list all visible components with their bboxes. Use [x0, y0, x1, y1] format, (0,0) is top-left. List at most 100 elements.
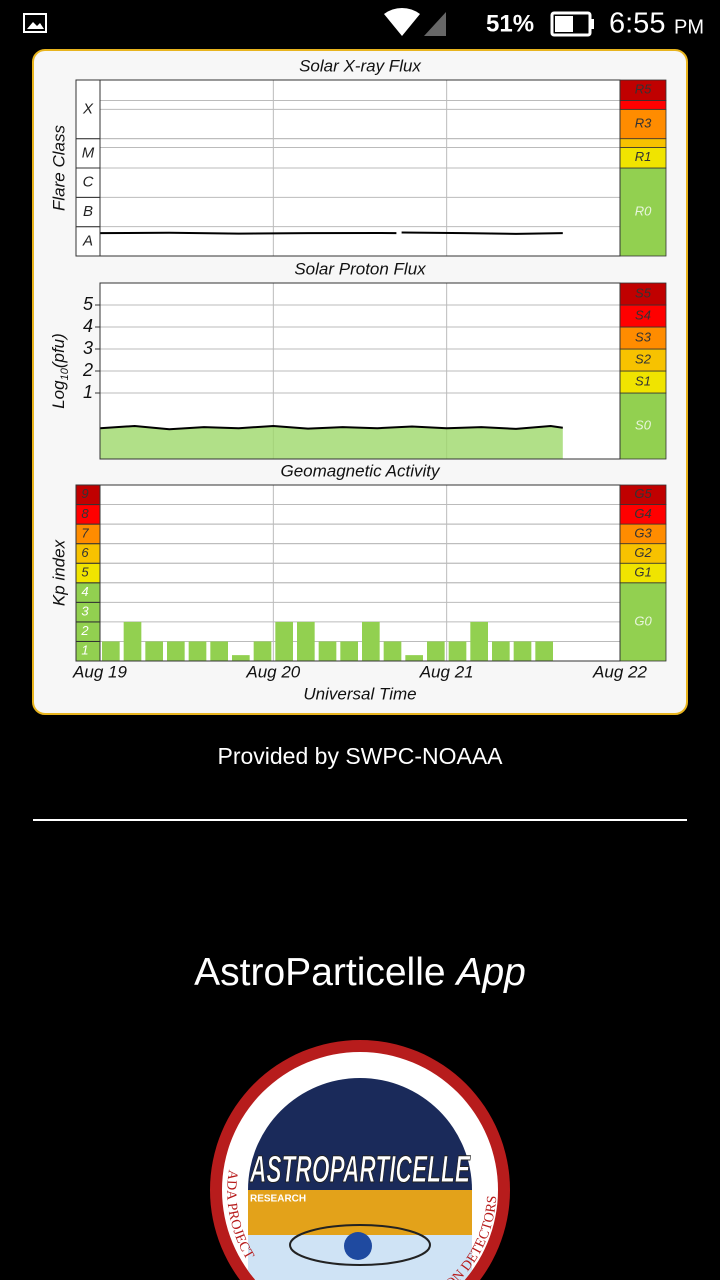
app-title-main: AstroParticelle — [194, 951, 445, 994]
scale-label: S0 — [635, 417, 652, 432]
x-axis-label: Universal Time — [303, 684, 416, 703]
level-label: 8 — [81, 506, 89, 521]
level-label: 9 — [81, 486, 88, 501]
scale-label: G4 — [634, 506, 651, 521]
scale-label: R0 — [635, 203, 652, 218]
bar — [427, 641, 445, 661]
level-band — [75, 138, 101, 169]
level-band — [75, 167, 101, 198]
line — [99, 231, 563, 235]
bar — [405, 655, 423, 661]
level-label: 3 — [81, 604, 89, 619]
scale-band — [619, 392, 667, 460]
level-label: 5 — [81, 564, 89, 579]
y-tick-label: 4 — [83, 316, 93, 336]
scale-label: G1 — [634, 564, 651, 579]
x-tick-label: Aug 19 — [72, 662, 127, 681]
bar — [383, 641, 402, 661]
battery-level — [555, 16, 573, 32]
app-title: AstroParticelle App — [194, 951, 526, 994]
scale-band — [619, 100, 667, 110]
wifi-icon — [384, 8, 420, 36]
bar — [448, 641, 467, 661]
scale-label: S3 — [635, 329, 652, 344]
scale-label: S2 — [635, 351, 652, 366]
bar — [253, 641, 272, 661]
scale-label: R1 — [635, 149, 652, 164]
bar — [275, 621, 293, 661]
bar — [188, 641, 207, 661]
y-axis-label-part: (pfu) — [49, 333, 68, 368]
chart-title: Solar Proton Flux — [294, 259, 426, 278]
scale-label: R5 — [635, 82, 652, 97]
y-axis-label: Log10(pfu) — [49, 333, 70, 409]
bar — [210, 641, 228, 661]
plot-area — [100, 485, 620, 661]
battery-tip — [590, 19, 594, 29]
level-label: 6 — [81, 545, 89, 560]
bar — [167, 641, 185, 661]
level-label: X — [82, 100, 94, 117]
scale-label: S1 — [635, 373, 651, 388]
level-label: 1 — [81, 643, 88, 658]
scale-label: S5 — [635, 285, 652, 300]
logo-subtitle: RESEARCH — [250, 1194, 306, 1205]
scale-band — [619, 582, 667, 662]
chart-title: Solar X-ray Flux — [299, 56, 421, 75]
bar — [362, 621, 380, 661]
bar — [145, 641, 163, 661]
app-title-em: App — [454, 951, 525, 994]
logo-title: ASTROPARTICELLE — [249, 1149, 471, 1191]
battery-percent: 51% — [486, 10, 534, 37]
logo: SCIENZE DEI RAGGI COSMICI ADA PROJECT MU… — [210, 1040, 510, 1280]
bar — [492, 641, 510, 661]
signal-icon — [424, 12, 446, 36]
level-label: C — [83, 174, 94, 191]
level-label: 2 — [80, 623, 89, 638]
bar — [232, 655, 250, 661]
bar — [123, 621, 142, 661]
bar — [340, 641, 358, 661]
y-axis-label-part: Log — [49, 380, 68, 409]
scale-label: G0 — [634, 613, 652, 628]
scale-label: G2 — [634, 545, 652, 560]
logo-nucleus — [344, 1232, 372, 1260]
logo-orbit — [289, 1224, 431, 1266]
level-label: M — [82, 144, 95, 161]
scale-label: G3 — [634, 525, 652, 540]
x-tick-label: Aug 22 — [592, 662, 647, 681]
gallery-icon-shape — [27, 22, 44, 29]
bar — [102, 641, 120, 661]
bar — [470, 621, 488, 661]
gallery-icon — [23, 13, 47, 33]
y-tick-label: 3 — [83, 338, 93, 358]
y-axis-label: Flare Class — [49, 125, 68, 211]
y-tick-label: 5 — [83, 294, 94, 314]
level-label: 4 — [81, 584, 88, 599]
scale-band — [619, 138, 667, 148]
status-bar — [0, 0, 720, 48]
area — [100, 426, 563, 459]
bar — [535, 641, 553, 661]
scale-label: G5 — [634, 486, 652, 501]
y-axis-label-part: 10 — [59, 367, 71, 380]
bar — [513, 641, 532, 661]
clock-ampm: PM — [674, 16, 704, 38]
y-axis-label: Kp index — [49, 539, 68, 606]
x-tick-label: Aug 20 — [245, 662, 300, 681]
line — [99, 424, 563, 431]
y-tick-label: 1 — [83, 382, 93, 402]
y-tick-label: 2 — [82, 360, 93, 380]
bar — [318, 641, 337, 661]
level-label: B — [83, 203, 93, 220]
scale-label: R3 — [635, 115, 652, 130]
plot-frame — [99, 282, 621, 460]
level-label: 7 — [81, 525, 89, 540]
x-tick-label: Aug 21 — [419, 662, 474, 681]
provided-by: Provided by SWPC-NOAAA — [217, 743, 503, 769]
clock: 6:55 — [609, 8, 665, 40]
plot-frame — [99, 484, 621, 662]
